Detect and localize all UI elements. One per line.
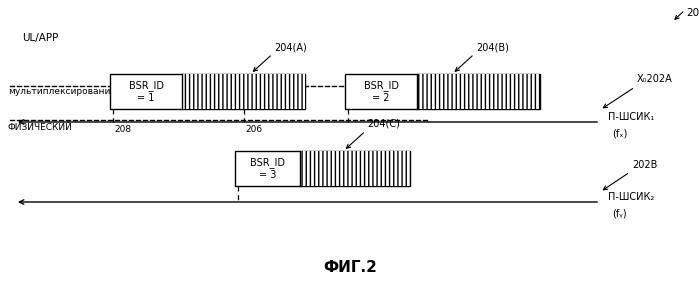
Text: 204(A): 204(A) — [275, 42, 307, 52]
Bar — [110, 74, 305, 109]
Text: X₀202A: X₀202A — [637, 74, 672, 84]
Text: UL/APP: UL/APP — [22, 33, 59, 43]
Text: BSR_ID
= 1: BSR_ID = 1 — [129, 80, 164, 103]
Text: ФИГ.2: ФИГ.2 — [323, 260, 377, 275]
Text: (fᵧ): (fᵧ) — [612, 208, 626, 218]
Text: 202B: 202B — [632, 160, 657, 170]
Bar — [417, 74, 540, 109]
Text: П-ШСИК₁: П-ШСИК₁ — [608, 112, 654, 122]
Bar — [235, 151, 410, 186]
Text: (fₓ): (fₓ) — [612, 128, 628, 138]
Text: BSR_ID
= 2: BSR_ID = 2 — [363, 80, 398, 103]
Text: 206: 206 — [245, 125, 263, 134]
Text: мультиплексирование: мультиплексирование — [8, 87, 116, 97]
Text: 200: 200 — [686, 8, 699, 18]
Text: 208: 208 — [114, 125, 131, 134]
Bar — [300, 151, 410, 186]
Bar — [182, 74, 305, 109]
Text: 204(B): 204(B) — [476, 42, 509, 52]
Text: 204(C): 204(C) — [368, 119, 401, 129]
Text: BSR_ID
= 3: BSR_ID = 3 — [250, 157, 285, 180]
Text: ФИЗИЧЕСКИЙ: ФИЗИЧЕСКИЙ — [8, 122, 73, 131]
Text: П-ШСИК₂: П-ШСИК₂ — [608, 192, 654, 202]
Bar — [345, 74, 540, 109]
